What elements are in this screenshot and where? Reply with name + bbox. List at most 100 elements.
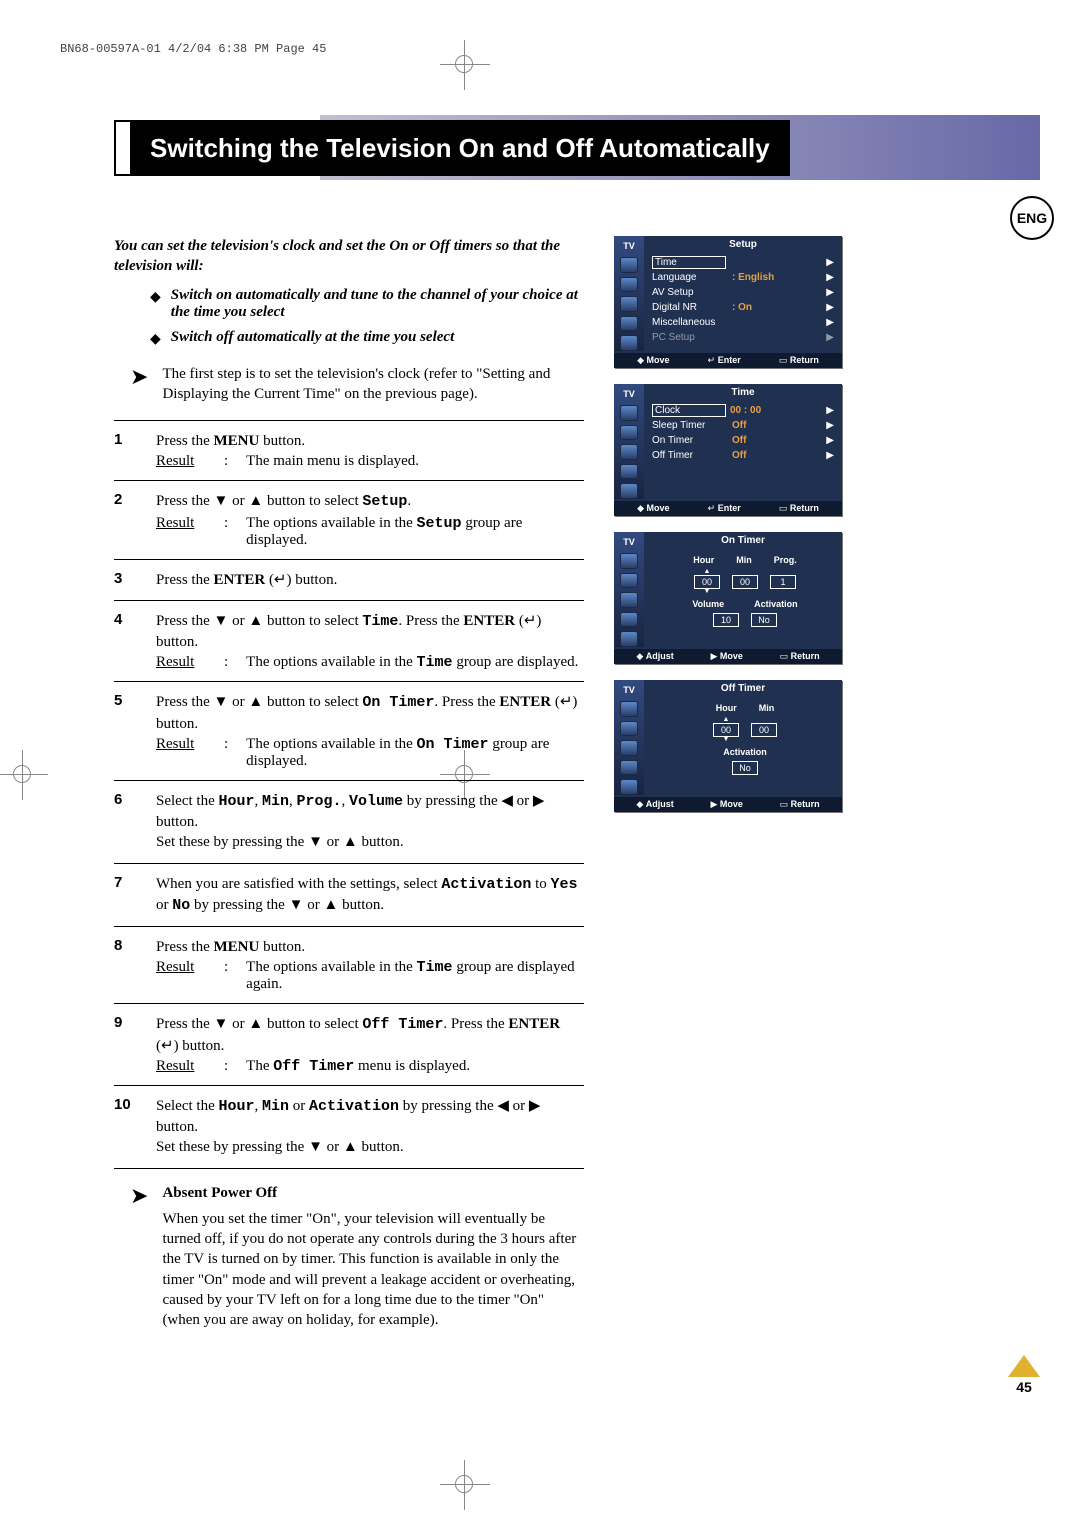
step: 8Press the MENU button.Result: The optio… [114,927,584,1004]
osd-icon [620,444,638,460]
note-body: When you set the timer "On", your televi… [162,1209,584,1331]
osd-footer: ◆ Adjust ▶ Move ▭ Return [614,649,842,664]
osd-sidebar: TV [614,680,644,795]
osd-tv-label: TV [623,684,635,697]
step-number: 5 [114,692,136,770]
osd-key: Miscellaneous [652,317,728,328]
osd-value: 00 : 00 [730,405,820,416]
step-result: Result: The main menu is displayed. [156,453,584,470]
osd-field-value: 00 [694,575,720,589]
page-number: 45 [1008,1355,1040,1395]
osd-field-label: Volume [692,599,724,609]
osd-icon [620,592,638,608]
pointer-icon: ➤ [130,364,148,405]
osd-footer-item: ▭ Return [780,651,820,662]
osd-key: Digital NR [652,302,728,313]
chevron-right-icon: ▶ [824,317,834,328]
osd-tv-label: TV [623,536,635,549]
osd-title: Off Timer [644,680,842,697]
osd-field-label: Min [759,703,775,713]
step-text: When you are satisfied with the settings… [156,874,584,917]
note-heading: Absent Power Off [162,1183,584,1203]
osd-tv-label: TV [623,388,635,401]
step-text: Press the ▼ or ▲ button to select On Tim… [156,692,584,734]
osd-key: Off Timer [652,450,728,461]
osd-row: Miscellaneous ▶ [652,315,834,330]
osd-field-value: No [751,613,777,627]
absent-power-off-note: ➤ Absent Power Off When you set the time… [130,1183,584,1331]
osd-footer: ◆ Move↵ Enter▭ Return [614,353,842,368]
step-text: Press the ENTER (↵) button. [156,570,584,590]
osd-icon [620,779,638,795]
osd-footer-item: ▶ Move [710,651,742,662]
osd-icon [620,296,638,312]
osd-row: Clock00 : 00▶ [652,403,834,418]
step-text: Press the ▼ or ▲ button to select Time. … [156,611,584,653]
osd-sidebar: TV [614,384,644,499]
registration-mark-bottom [450,1470,480,1500]
osd-time: TV Time Clock00 : 00▶Sleep TimerOff▶On T… [614,384,842,516]
osd-icon [620,760,638,776]
osd-spinner: 00 [713,717,739,743]
step-text: Press the ▼ or ▲ button to select Off Ti… [156,1014,584,1056]
osd-field-label: Min [736,555,752,565]
osd-field-label: Hour [716,703,737,713]
osd-sidebar: TV [614,532,644,647]
osd-footer: ◆ Move↵ Enter▭ Return [614,501,842,516]
osd-value: Off [732,420,820,431]
page-title: Switching the Television On and Off Auto… [130,120,790,176]
chevron-right-icon: ▶ [824,420,834,431]
osd-footer-item: ▶ Move [710,799,742,810]
osd-icon [620,277,638,293]
osd-field-value: 10 [713,613,739,627]
step-result: Result: The Off Timer menu is displayed. [156,1058,584,1075]
step-text: Select the Hour, Min or Activation by pr… [156,1096,584,1158]
step: 4Press the ▼ or ▲ button to select Time.… [114,601,584,683]
step-result: Result: The options available in the Set… [156,515,584,549]
osd-icon [620,573,638,589]
osd-body: HourMinProg. 00001 VolumeActivation 10No [648,549,842,649]
page-number-value: 45 [1016,1379,1032,1395]
osd-title: Setup [644,236,842,253]
step-number: 10 [114,1096,136,1158]
osd-value: : English [732,272,820,283]
chevron-right-icon: ▶ [824,450,834,461]
intro-text: You can set the television's clock and s… [114,236,584,277]
osd-key: Clock [652,404,726,417]
page-number-icon [1008,1355,1040,1377]
instructions-column: You can set the television's clock and s… [114,236,584,1330]
bullet-text: Switch on automatically and tune to the … [171,287,584,321]
step-result: Result: The options available in the Tim… [156,654,584,671]
osd-icon [620,405,638,421]
language-badge: ENG [1010,196,1054,240]
osd-footer-item: ◆ Move [637,503,669,514]
osd-footer: ◆ Adjust▶ Move▭ Return [614,797,842,812]
pointer-icon: ➤ [130,1183,148,1331]
osd-footer-item: ↵ Enter [708,355,741,366]
osd-body: HourMin 0000 Activation No [648,697,842,797]
osd-row: On TimerOff▶ [652,433,834,448]
diamond-icon: ◆ [150,287,161,321]
osd-field-label: Activation [754,599,798,609]
osd-field-label: Prog. [774,555,797,565]
osd-icon [620,553,638,569]
step-text: Press the MENU button. [156,937,584,957]
osd-row: Language: English▶ [652,270,834,285]
osd-icon [620,740,638,756]
osd-column: TV Setup Time▶Language: English▶AV Setup… [614,236,844,828]
osd-field-value: 00 [732,575,758,589]
registration-mark-left [8,760,38,790]
step: 10 Select the Hour, Min or Activation by … [114,1086,584,1169]
osd-field-value: 00 [713,723,739,737]
step: 9Press the ▼ or ▲ button to select Off T… [114,1004,584,1086]
osd-value: Off [732,450,820,461]
osd-footer-item: ◆ Adjust [636,651,673,662]
chevron-right-icon: ▶ [824,302,834,313]
osd-on-timer: TV On Timer HourMinProg. 00001 VolumeAct… [614,532,842,664]
osd-icon [620,721,638,737]
osd-key: Sleep Timer [652,420,728,431]
step: 2Press the ▼ or ▲ button to select Setup… [114,481,584,559]
osd-icon [620,257,638,273]
osd-sidebar: TV [614,236,644,351]
step: 7When you are satisfied with the setting… [114,864,584,928]
